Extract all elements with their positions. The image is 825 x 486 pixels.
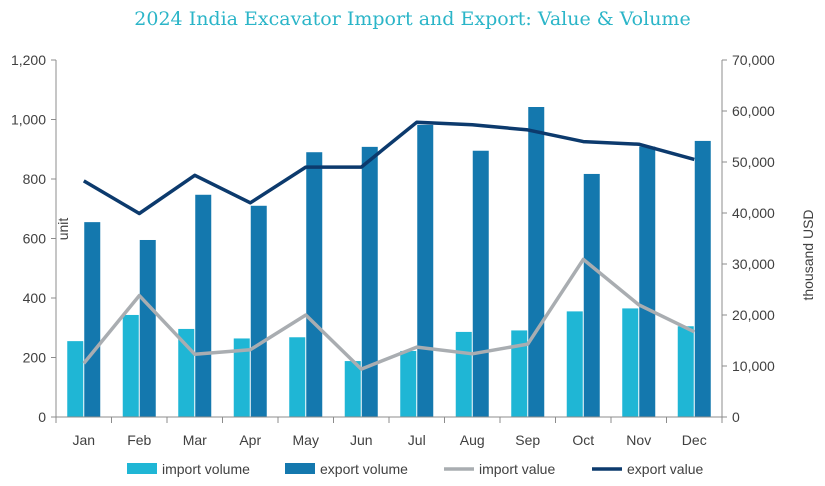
legend-swatch: [285, 463, 315, 474]
x-tick-label: Feb: [127, 432, 151, 448]
import-volume-bar: [233, 338, 250, 417]
bars-group: [67, 107, 711, 418]
x-tick-label: Oct: [572, 432, 594, 448]
export-volume-bar: [306, 152, 323, 417]
y-tick-label: 400: [23, 290, 47, 306]
chart-title: 2024 India Excavator Import and Export: …: [134, 8, 691, 30]
lines-group: [82, 120, 696, 371]
import-volume-bar: [622, 308, 639, 417]
import-volume-bar: [455, 331, 472, 417]
export-volume-bar: [417, 124, 434, 417]
legend-swatch: [127, 463, 157, 474]
x-tick-label: Mar: [183, 432, 207, 448]
y-tick-label: 200: [23, 350, 47, 366]
import-volume-bar: [122, 314, 139, 417]
y2-tick-label: 30,000: [732, 256, 775, 272]
y2-tick-label: 40,000: [732, 205, 775, 221]
import-volume-bar: [344, 361, 361, 417]
x-tick-label: Jun: [350, 432, 373, 448]
x-tick-label: Sep: [515, 432, 540, 448]
export-volume-bar: [361, 146, 378, 417]
y2-tick-label: 70,000: [732, 52, 775, 68]
x-tick-label: Nov: [626, 432, 651, 448]
import-volume-bar: [677, 326, 694, 417]
x-tick-label: May: [293, 432, 319, 448]
export-volume-bar: [195, 194, 212, 417]
export-volume-bar: [694, 140, 711, 418]
y2-tick-label: 0: [732, 409, 740, 425]
import-volume-bar: [400, 350, 417, 417]
y-tick-label: 1,000: [11, 112, 46, 128]
import-value-line: [82, 257, 696, 371]
export-volume-bar: [472, 150, 489, 418]
y-tick-label: 1,200: [11, 52, 46, 68]
legend-label: import value: [479, 461, 555, 477]
import-volume-bar: [511, 330, 528, 417]
import-volume-bar: [178, 328, 195, 417]
x-tick-label: Dec: [682, 432, 707, 448]
x-tick-label: Apr: [239, 432, 261, 448]
import-volume-bar: [67, 341, 84, 417]
export-volume-bar: [139, 239, 156, 417]
x-tick-label: Jul: [408, 432, 426, 448]
export-volume-bar: [84, 222, 101, 417]
y-tick-label: 0: [38, 409, 46, 425]
y2-tick-label: 20,000: [732, 307, 775, 323]
export-volume-bar: [583, 173, 600, 417]
import-volume-bar: [289, 337, 306, 417]
axes-group: 0 200 400 600 800 1,000 1,200 0 10,000 20,000 30,0…: [11, 52, 775, 448]
y-tick-label: 800: [23, 171, 47, 187]
y2-tick-label: 60,000: [732, 103, 775, 119]
legend-label: import volume: [162, 461, 250, 477]
y-tick-label: 600: [23, 231, 47, 247]
export-volume-bar: [528, 107, 545, 417]
legend: import volume export volume import value ex…: [127, 461, 703, 477]
y2-tick-label: 50,000: [732, 154, 775, 170]
x-tick-label: Aug: [460, 432, 485, 448]
y-axis-title: unit: [55, 218, 71, 241]
y2-tick-label: 10,000: [732, 358, 775, 374]
x-tick-label: Jan: [72, 432, 95, 448]
export-volume-bar: [639, 146, 656, 417]
legend-label: export value: [627, 461, 703, 477]
import-volume-bar: [566, 311, 583, 417]
export-volume-bar: [250, 205, 267, 417]
y2-axis-title: thousand USD: [800, 209, 816, 300]
export-value-line: [82, 120, 695, 216]
legend-label: export volume: [320, 461, 408, 477]
